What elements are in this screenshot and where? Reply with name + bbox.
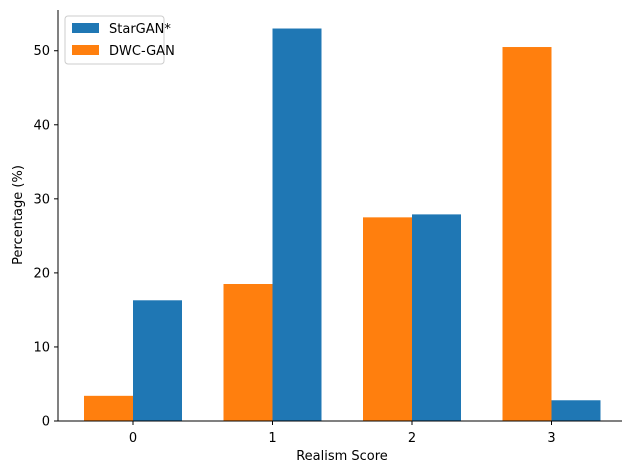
y-tick-label: 20 bbox=[33, 266, 50, 281]
legend-label-dwcgan: DWC-GAN bbox=[109, 44, 175, 59]
bars bbox=[84, 28, 601, 421]
legend-label-stargan: StarGAN* bbox=[109, 22, 171, 37]
x-tick-label: 3 bbox=[547, 431, 555, 446]
legend-swatch-dwcgan bbox=[72, 45, 99, 55]
bar-stargan-0 bbox=[133, 300, 182, 421]
bar-stargan-3 bbox=[551, 400, 601, 421]
bar-dwcgan-1 bbox=[223, 284, 273, 421]
y-tick-label: 0 bbox=[42, 415, 50, 430]
y-tick-label: 30 bbox=[33, 192, 50, 207]
legend-swatch-stargan bbox=[72, 23, 99, 33]
legend: StarGAN* DWC-GAN bbox=[64, 15, 175, 65]
y-tick-label: 50 bbox=[33, 44, 50, 59]
y-tick-label: 40 bbox=[33, 118, 50, 133]
x-tick-label: 0 bbox=[129, 431, 137, 446]
y-axis-label: Percentage (%) bbox=[11, 165, 26, 265]
y-tick-label: 10 bbox=[33, 340, 50, 355]
y-ticks: 0 10 20 30 40 50 bbox=[33, 44, 58, 430]
bar-dwcgan-0 bbox=[84, 395, 133, 421]
bar-stargan-1 bbox=[272, 28, 322, 421]
x-ticks: 0 1 2 3 bbox=[129, 421, 556, 446]
bar-stargan-2 bbox=[412, 214, 461, 421]
bar-dwcgan-3 bbox=[502, 47, 552, 421]
x-axis-label: Realism Score bbox=[296, 449, 388, 464]
x-tick-label: 1 bbox=[268, 431, 276, 446]
x-tick-label: 2 bbox=[408, 431, 416, 446]
bar-dwcgan-2 bbox=[363, 217, 412, 421]
